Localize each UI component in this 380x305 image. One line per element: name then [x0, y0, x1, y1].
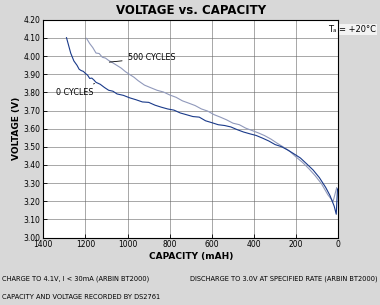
Text: 0 CYCLES: 0 CYCLES: [56, 84, 95, 97]
Text: CAPACITY AND VOLTAGE RECORDED BY DS2761: CAPACITY AND VOLTAGE RECORDED BY DS2761: [2, 293, 160, 300]
Text: 500 CYCLES: 500 CYCLES: [109, 53, 175, 62]
Text: CHARGE TO 4.1V, I < 30mA (ARBIN BT2000): CHARGE TO 4.1V, I < 30mA (ARBIN BT2000): [2, 276, 149, 282]
Text: DISCHARGE TO 3.0V AT SPECIFIED RATE (ARBIN BT2000): DISCHARGE TO 3.0V AT SPECIFIED RATE (ARB…: [190, 276, 378, 282]
Title: VOLTAGE vs. CAPACITY: VOLTAGE vs. CAPACITY: [116, 4, 266, 17]
X-axis label: CAPACITY (mAH): CAPACITY (mAH): [149, 252, 233, 261]
Y-axis label: VOLTAGE (V): VOLTAGE (V): [12, 97, 21, 160]
Text: Tₐ = +20°C: Tₐ = +20°C: [328, 25, 376, 34]
